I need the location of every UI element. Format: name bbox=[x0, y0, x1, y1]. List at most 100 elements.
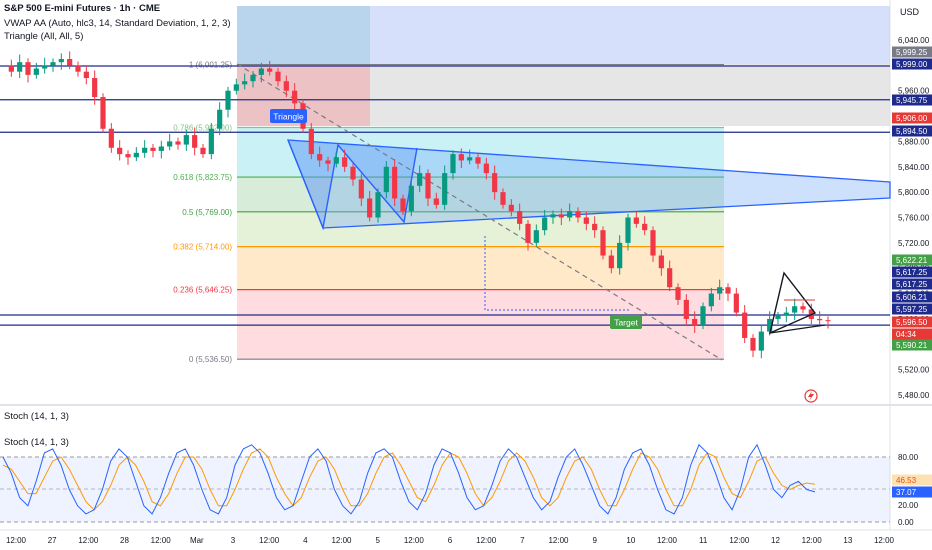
candle-body bbox=[508, 204, 514, 212]
candle-body bbox=[367, 198, 373, 218]
time-tick: 12:00 bbox=[657, 536, 678, 545]
price-badge-text: 5,622.21 bbox=[896, 256, 928, 265]
vwap-indicator-label[interactable]: VWAP AA (Auto, hlc3, 14, Standard Deviat… bbox=[4, 18, 231, 29]
candle-body bbox=[225, 90, 231, 110]
price-badge-text: 5,606.21 bbox=[896, 293, 928, 302]
candle-body bbox=[567, 211, 573, 218]
price-badge bbox=[892, 266, 932, 278]
candle-body bbox=[242, 81, 248, 85]
candle-body bbox=[675, 287, 681, 300]
stoch-badge bbox=[892, 486, 932, 498]
price-badge bbox=[892, 291, 932, 303]
candle-body bbox=[83, 71, 89, 79]
time-tick: 12:00 bbox=[78, 536, 99, 545]
price-tick: 5,960.00 bbox=[898, 87, 930, 96]
candle-body bbox=[117, 147, 123, 155]
fib-fill-band bbox=[237, 127, 724, 178]
candle-body bbox=[550, 214, 556, 218]
candle-body bbox=[775, 315, 781, 319]
candle-body bbox=[392, 166, 398, 199]
candle-body bbox=[433, 198, 439, 205]
price-badge bbox=[892, 46, 932, 58]
price-badge bbox=[892, 254, 932, 266]
triangle-label[interactable]: Triangle bbox=[270, 109, 307, 123]
price-badge-text: 5,590.21 bbox=[896, 341, 928, 350]
triangle-label-text: Triangle bbox=[273, 112, 304, 122]
time-tick: 7 bbox=[520, 536, 525, 545]
candle-body bbox=[608, 255, 614, 269]
fib-fills bbox=[237, 127, 724, 360]
candle-body bbox=[208, 128, 214, 155]
diagonal-dashed-trendline bbox=[236, 63, 723, 361]
stoch-pane-title[interactable]: Stoch (14, 1, 3) bbox=[4, 411, 69, 422]
triangle-indicator-label[interactable]: Triangle (All, All, 5) bbox=[4, 31, 84, 42]
candle-body bbox=[525, 223, 531, 243]
price-badge-text: 5,617.25 bbox=[896, 268, 928, 277]
candle-body bbox=[542, 217, 548, 231]
time-tick: 12:00 bbox=[151, 536, 172, 545]
candle-body bbox=[133, 152, 139, 158]
fib-level-label: 0.618 (5,823.75) bbox=[173, 173, 232, 182]
candle-body bbox=[558, 214, 564, 218]
candle-body bbox=[325, 160, 331, 164]
candle-body bbox=[783, 312, 789, 316]
candle-body bbox=[425, 173, 431, 199]
candle-body bbox=[642, 223, 648, 231]
price-tick: 5,760.00 bbox=[898, 214, 930, 223]
candle-body bbox=[592, 223, 598, 231]
bolt-icon[interactable] bbox=[804, 389, 818, 403]
time-tick: 3 bbox=[231, 536, 236, 545]
stoch-tick: 20.00 bbox=[898, 501, 919, 510]
target-label-text: Target bbox=[614, 318, 638, 328]
candle-body bbox=[292, 90, 298, 104]
time-tick: 12:00 bbox=[874, 536, 895, 545]
candle-body bbox=[458, 154, 464, 161]
small-triangle-pattern bbox=[768, 271, 817, 335]
candle-body bbox=[342, 157, 348, 167]
candle-body bbox=[17, 62, 23, 72]
candle-body bbox=[717, 287, 723, 294]
candle-body bbox=[725, 287, 731, 294]
symbol-title[interactable]: S&P 500 E-mini Futures · 1h · CME bbox=[4, 3, 161, 14]
time-tick: 12:00 bbox=[6, 536, 27, 545]
time-tick: 12:00 bbox=[404, 536, 425, 545]
fib-levels: 1 (6,001.25) 0.786 (5,902.00) 0.618 (5,823… bbox=[173, 61, 724, 364]
candle-body bbox=[400, 198, 406, 212]
candle-body bbox=[633, 217, 639, 224]
target-projection-line bbox=[484, 236, 630, 311]
position-profit-zone bbox=[237, 6, 370, 64]
candle-body bbox=[100, 97, 106, 129]
fib-level-label: 1 (6,001.25) bbox=[189, 61, 232, 70]
projection-zone-top bbox=[370, 6, 890, 64]
candle-body bbox=[192, 135, 198, 148]
price-tick: 5,720.00 bbox=[898, 239, 930, 248]
stoch-band bbox=[0, 457, 890, 522]
candle-body bbox=[125, 154, 131, 158]
fib-fill-band bbox=[237, 246, 724, 290]
candle-body bbox=[800, 306, 806, 310]
candle-body bbox=[183, 135, 189, 145]
time-tick: 13 bbox=[843, 536, 852, 545]
candle-body bbox=[383, 166, 389, 193]
candle-body bbox=[175, 141, 181, 145]
stoch-ticks: 80.00 20.00 0.00 bbox=[898, 453, 919, 527]
candle-body bbox=[375, 192, 381, 218]
stoch-badge bbox=[892, 474, 932, 486]
candle-body bbox=[308, 128, 314, 155]
stoch-d-line bbox=[2, 448, 816, 511]
candle-body bbox=[75, 65, 81, 72]
target-label[interactable]: Target bbox=[610, 315, 642, 329]
time-tick: 28 bbox=[120, 536, 129, 545]
time-tick: 12:00 bbox=[259, 536, 280, 545]
candle-body bbox=[450, 154, 456, 174]
price-tick: 5,840.00 bbox=[898, 163, 930, 172]
candle-body bbox=[333, 157, 339, 164]
stoch-legend[interactable]: Stoch (14, 1, 3) bbox=[4, 437, 69, 448]
stoch-badge-text: 46.53 bbox=[896, 476, 917, 485]
price-badge bbox=[892, 58, 932, 70]
candle-body bbox=[617, 242, 623, 269]
price-tick: 6,040.00 bbox=[898, 36, 930, 45]
candle-body bbox=[742, 312, 748, 338]
